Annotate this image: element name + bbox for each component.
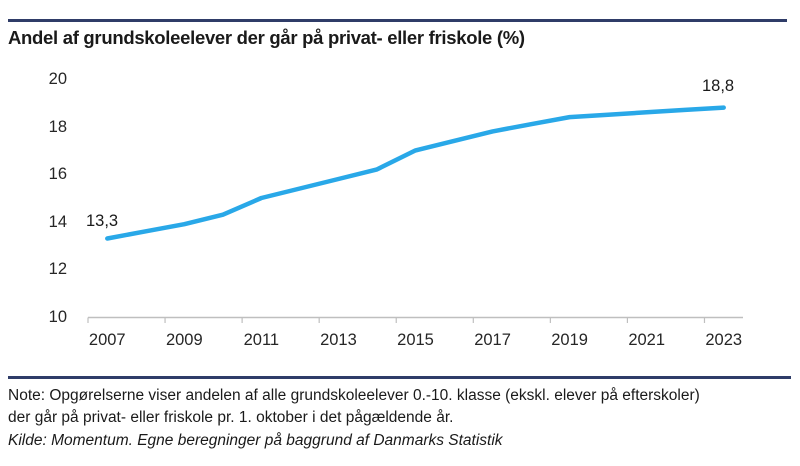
y-axis-tick-label: 16: [48, 165, 67, 184]
bottom-divider-rule: [8, 376, 791, 379]
y-axis-tick-label: 20: [48, 70, 67, 88]
data-series-line: [105, 105, 726, 241]
first-point-data-label: 13,3: [86, 212, 119, 230]
note-text: Note: Opgørelserne viser andelen af alle…: [8, 387, 700, 426]
x-axis-tick-label: 2019: [551, 331, 588, 349]
x-axis-tick-label: 2011: [243, 331, 280, 349]
chart-title: Andel af grundskoleelever der går på pri…: [8, 27, 525, 48]
y-axis-tick-label: 18: [48, 117, 67, 136]
x-axis-tick-label: 2009: [165, 331, 203, 349]
line-chart-canvas: [87, 105, 743, 323]
y-axis-tick-label: 14: [48, 212, 67, 231]
x-axis-tick-label: 2023: [705, 331, 743, 349]
last-point-data-label: 18,8: [702, 77, 735, 95]
line-chart: 10 12 14 16 18 20 2007 2009 2011 2013 2015 2017 2019…: [48, 70, 743, 349]
x-axis-tick-label: 2007: [88, 331, 126, 349]
x-axis-tick-label: 2017: [474, 331, 511, 349]
x-axis-tick-label: 2013: [320, 331, 357, 349]
source-text: Kilde: Momentum. Egne beregninger på bag…: [8, 432, 503, 449]
x-axis-tick-label: 2021: [628, 331, 666, 349]
top-divider-rule: [8, 19, 787, 22]
y-axis-tick-label: 12: [48, 260, 67, 279]
y-axis-tick-label: 10: [48, 308, 67, 326]
x-axis-tick-label: 2015: [397, 331, 434, 349]
